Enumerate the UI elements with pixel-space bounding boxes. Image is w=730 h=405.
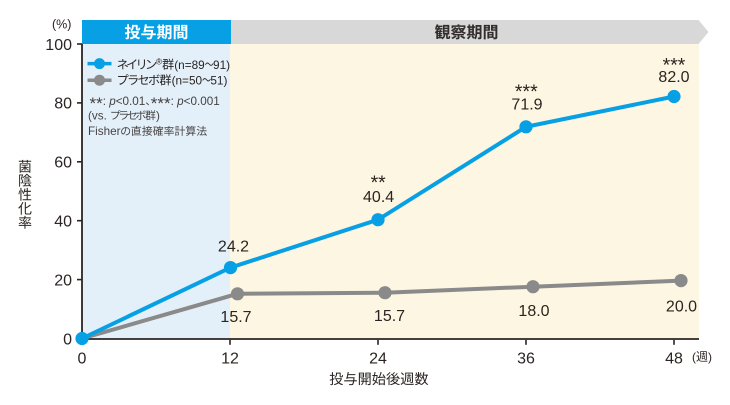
svg-text:48: 48 [665,351,683,368]
svg-text:0: 0 [78,351,87,368]
svg-text:24: 24 [369,351,387,368]
svg-text:20.0: 20.0 [666,299,697,316]
svg-text:(n=50: (n=50 [172,73,203,87]
svg-text:71.9: 71.9 [511,97,542,114]
svg-text:Fisher: Fisher [88,125,121,138]
svg-text:***: *** [663,54,686,76]
svg-text:15.7: 15.7 [220,309,251,326]
svg-text:20: 20 [54,272,72,289]
svg-text:36: 36 [517,351,535,368]
svg-text:(: ( [692,350,696,364]
svg-text:91): 91) [213,58,230,72]
svg-text:24.2: 24.2 [218,239,249,256]
svg-text:®: ® [156,57,163,67]
svg-text:15.7: 15.7 [374,308,405,325]
svg-text:60: 60 [54,155,72,172]
svg-text::: : [171,95,174,108]
svg-text:**: ** [90,94,104,113]
svg-text:51): 51) [210,73,227,87]
svg-text:(%): (%) [52,18,71,32]
svg-text:<0.001: <0.001 [184,95,220,108]
svg-text:(vs.: (vs. [88,109,107,122]
svg-text:): ) [708,350,712,364]
svg-text:12: 12 [221,351,239,368]
svg-text:p: p [108,95,116,108]
svg-text:<0.01: <0.01 [116,95,146,108]
svg-text::: : [103,95,106,108]
svg-text:**: ** [371,172,387,194]
svg-text:40: 40 [54,214,72,231]
svg-text:82.0: 82.0 [658,69,689,86]
svg-text:***: *** [515,81,538,103]
svg-text:40.4: 40.4 [363,189,394,206]
svg-text:18.0: 18.0 [518,303,549,320]
svg-text:***: *** [151,94,171,113]
svg-text:p: p [176,95,184,108]
svg-text:(n=89: (n=89 [174,58,205,72]
svg-text:0: 0 [63,331,72,348]
svg-text:80: 80 [54,96,72,113]
svg-text:): ) [156,109,160,122]
svg-text:100: 100 [45,37,72,54]
